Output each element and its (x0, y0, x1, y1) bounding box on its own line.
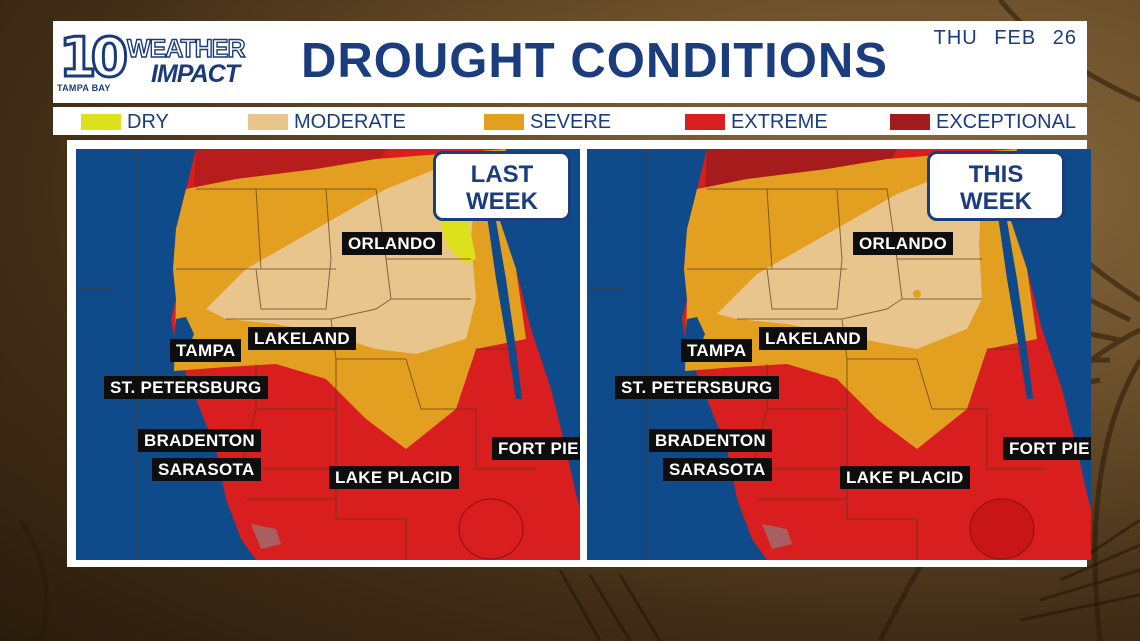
page-title: DROUGHT CONDITIONS (301, 34, 888, 88)
city-label-lake-placid: LAKE PLACID (840, 466, 970, 489)
legend-label: EXCEPTIONAL (936, 111, 1077, 133)
legend-label: EXTREME (731, 111, 828, 133)
map-panel-this-week: THIS WEEK ORLANDO LAKELAND TAMPA ST. PETERSBU… (587, 149, 1091, 560)
this-week-badge: THIS WEEK (927, 151, 1065, 221)
county-line (325, 188, 332, 260)
logo-word-weather: WEATHER (126, 35, 246, 63)
badge-line: WEEK (466, 188, 538, 215)
lake-okeechobee (458, 498, 524, 560)
county-line (255, 188, 262, 270)
city-label-sarasota: SARASOTA (663, 458, 772, 481)
badge-line: THIS (968, 161, 1024, 188)
county-line (330, 298, 392, 320)
city-label-fort-pierce: FORT PIE (1003, 437, 1091, 460)
zone-dry (438, 214, 476, 264)
city-label-bradenton: BRADENTON (138, 429, 262, 452)
last-week-badge: LAST WEEK (433, 151, 571, 221)
city-label-st-petersburg: ST. PETERSBURG (615, 376, 779, 399)
city-label-orlando: ORLANDO (342, 232, 443, 255)
logo-number: 10 (57, 26, 129, 89)
county-line (766, 188, 773, 270)
drought-map (587, 149, 1091, 560)
charlotte-harbor (251, 524, 281, 549)
logo-station: TAMPA BAY (57, 83, 111, 93)
legend-label: MODERATE (294, 111, 406, 133)
severe-spot (909, 371, 915, 377)
pinellas-shore (158, 324, 170, 374)
county-line (405, 358, 477, 469)
pinellas-shore (669, 324, 681, 374)
zone-moderate (206, 169, 476, 354)
legend-label: SEVERE (530, 111, 612, 133)
county-line (916, 358, 988, 469)
county-line (846, 469, 918, 560)
county-line (841, 298, 903, 320)
severe-spot (913, 290, 921, 298)
badge-line: LAST (470, 161, 534, 188)
drought-legend: DRY MODERATE SEVERE EXTREME EXCEPTIONAL (53, 107, 1087, 135)
city-label-bradenton: BRADENTON (649, 429, 773, 452)
zone-moderate (717, 174, 982, 349)
legend-swatch-moderate (248, 114, 288, 130)
legend-swatch-severe (484, 114, 524, 130)
indian-river-lagoon (486, 209, 522, 399)
indian-river-lagoon (997, 209, 1033, 399)
legend-swatch-dry (81, 114, 121, 130)
legend-swatch-extreme (685, 114, 725, 130)
city-label-st-petersburg: ST. PETERSBURG (104, 376, 268, 399)
city-label-lakeland: LAKELAND (759, 327, 867, 350)
header-bar: 10 WEATHER IMPACT TAMPA BAY DROUGHT COND… (53, 21, 1087, 103)
county-line (255, 258, 332, 310)
badge-line: WEEK (960, 188, 1032, 215)
city-label-tampa: TAMPA (170, 339, 242, 362)
county-line (836, 188, 843, 260)
city-label-fort-pierce: FORT PIE (492, 437, 580, 460)
city-label-lake-placid: LAKE PLACID (329, 466, 459, 489)
county-line (766, 258, 843, 310)
city-label-orlando: ORLANDO (853, 232, 954, 255)
city-label-sarasota: SARASOTA (152, 458, 261, 481)
lake-okeechobee (969, 498, 1035, 560)
city-label-lakeland: LAKELAND (248, 327, 356, 350)
legend-swatch-exceptional (890, 114, 930, 130)
logo-word-impact: IMPACT (151, 60, 240, 88)
county-line (335, 469, 407, 560)
date-label: THU FEB 26 (933, 27, 1077, 49)
legend-label: DRY (127, 111, 169, 133)
city-label-tampa: TAMPA (681, 339, 753, 362)
map-panel-last-week: LAST WEEK ORLANDO LAKELAND TAMPA ST. PETERSBU… (76, 149, 580, 560)
station-logo: 10 WEATHER IMPACT TAMPA BAY (53, 21, 283, 103)
charlotte-harbor (762, 524, 792, 549)
